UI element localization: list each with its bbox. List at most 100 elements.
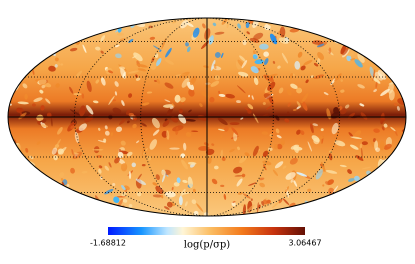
texture [128,203,133,208]
texture [73,152,80,155]
texture [191,199,197,205]
texture [171,186,174,191]
texture [237,191,244,195]
texture [313,19,316,26]
texture [269,133,273,137]
texture [296,172,308,177]
texture [133,18,142,23]
texture [305,79,309,84]
texture [349,22,356,26]
texture [315,169,323,180]
texture [86,105,94,115]
texture [17,160,27,165]
texture [252,54,258,60]
texture [381,126,385,131]
texture [350,58,356,61]
texture [41,119,47,124]
texture [380,88,390,97]
texture [16,193,21,199]
texture [173,182,180,187]
texture [307,188,312,193]
texture [236,85,246,94]
texture [325,212,328,216]
texture [210,80,220,87]
texture [365,208,374,213]
texture [221,52,224,58]
texture [62,198,73,202]
texture [329,18,334,20]
texture [343,24,349,30]
texture [169,147,180,150]
texture [282,198,290,206]
texture [272,18,275,23]
texture [206,80,212,85]
texture [186,46,191,53]
texture [220,149,223,160]
texture [121,185,126,191]
texture [37,46,40,52]
texture [30,197,39,205]
texture [253,50,256,55]
texture [25,148,29,153]
texture [312,123,319,127]
texture [161,194,164,199]
texture [263,51,270,57]
texture [98,165,103,169]
texture [185,119,196,122]
texture [151,117,160,129]
texture [135,178,147,185]
texture [348,132,354,137]
texture [151,57,155,62]
texture [395,200,399,206]
texture [399,147,406,158]
texture [237,146,241,151]
texture [150,61,157,70]
texture [51,147,58,155]
texture [378,44,384,48]
texture [220,184,225,188]
texture [104,188,114,195]
texture [161,130,168,138]
texture [363,39,371,44]
texture [18,112,27,120]
texture [214,75,220,81]
texture [36,114,44,122]
texture [263,58,269,65]
texture [115,44,120,48]
texture [41,207,48,214]
texture [132,55,137,59]
texture [152,182,158,186]
texture [92,211,101,216]
texture [199,103,203,108]
texture [296,101,302,108]
texture [253,32,264,40]
texture [284,186,290,194]
texture [23,191,30,201]
texture [178,196,183,206]
texture [280,140,286,146]
texture [33,24,45,30]
texture [164,99,171,103]
texture [69,109,81,116]
texture [249,18,254,20]
texture [100,50,104,54]
texture [114,157,120,164]
texture [241,60,248,69]
texture [132,123,137,129]
texture [360,188,364,191]
texture [190,130,199,132]
texture [17,101,29,105]
texture [137,173,142,180]
texture [332,185,339,194]
texture [114,91,118,96]
texture [341,37,347,41]
texture [10,39,16,50]
texture [244,152,250,157]
texture [225,93,236,99]
texture [223,193,227,200]
texture [108,162,112,168]
texture [263,164,267,171]
texture [217,128,225,131]
texture [166,201,173,208]
texture [137,68,147,72]
